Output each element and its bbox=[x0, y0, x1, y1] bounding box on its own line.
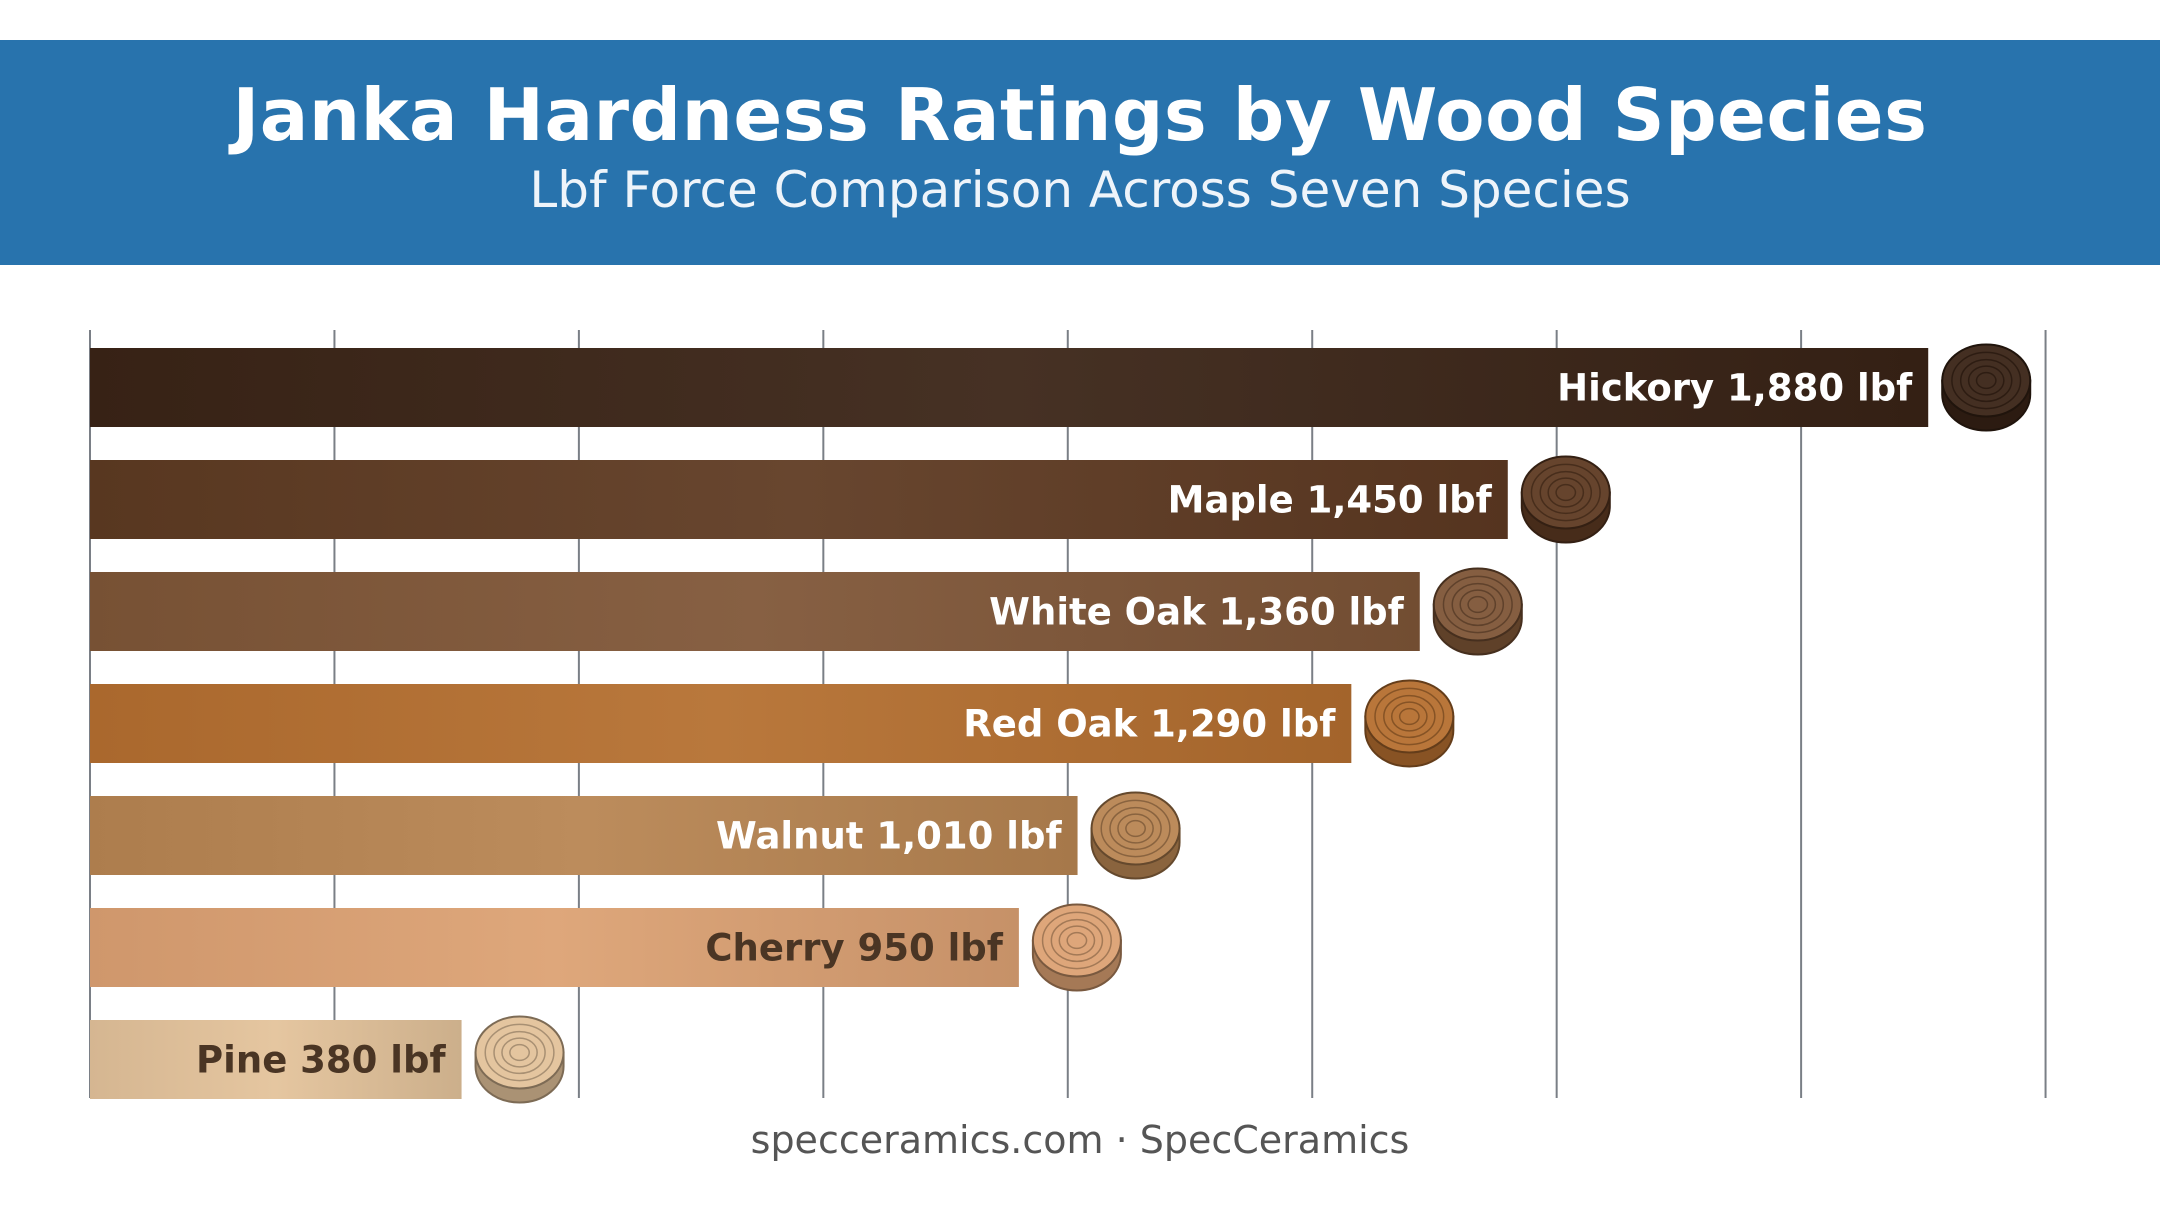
bar-label-walnut: Walnut 1,010 lbf bbox=[716, 815, 1062, 858]
footer-credit: specceramics.com · SpecCeramics bbox=[750, 1118, 1410, 1162]
bar-hickory bbox=[90, 348, 1929, 427]
bar-label-pine: Pine 380 lbf bbox=[196, 1039, 446, 1082]
bar-maple bbox=[90, 460, 1508, 539]
bar-pine bbox=[90, 1020, 462, 1099]
chart-subtitle: Lbf Force Comparison Across Seven Specie… bbox=[529, 161, 1631, 219]
wood-log-slice-icon bbox=[1031, 903, 1122, 992]
bar-white-oak bbox=[90, 572, 1420, 651]
chart-title: Janka Hardness Ratings by Wood Species bbox=[232, 73, 1928, 157]
wood-log-slice-icon bbox=[1520, 455, 1611, 544]
bar-cherry bbox=[90, 908, 1019, 987]
bar-label-white-oak: White Oak 1,360 lbf bbox=[989, 591, 1404, 634]
wood-log-slice-icon bbox=[1090, 791, 1181, 880]
chart-header: Janka Hardness Ratings by Wood Species L… bbox=[0, 40, 2160, 265]
log-icons bbox=[474, 343, 2032, 1104]
bar-red-oak bbox=[90, 684, 1352, 763]
wood-log-slice-icon bbox=[1941, 343, 2032, 432]
wood-log-slice-icon bbox=[1432, 567, 1523, 656]
bar-label-hickory: Hickory 1,880 lbf bbox=[1557, 367, 1913, 410]
bar-label-maple: Maple 1,450 lbf bbox=[1168, 479, 1493, 522]
wood-log-slice-icon bbox=[474, 1015, 565, 1104]
bar-label-red-oak: Red Oak 1,290 lbf bbox=[963, 703, 1336, 746]
bar-labels: Hickory 1,880 lbf Maple 1,450 lbf White Oa… bbox=[196, 367, 1913, 1082]
bar-walnut bbox=[90, 796, 1078, 875]
bar-label-cherry: Cherry 950 lbf bbox=[705, 927, 1003, 970]
wood-log-slice-icon bbox=[1364, 679, 1455, 768]
bars bbox=[90, 348, 1929, 1099]
